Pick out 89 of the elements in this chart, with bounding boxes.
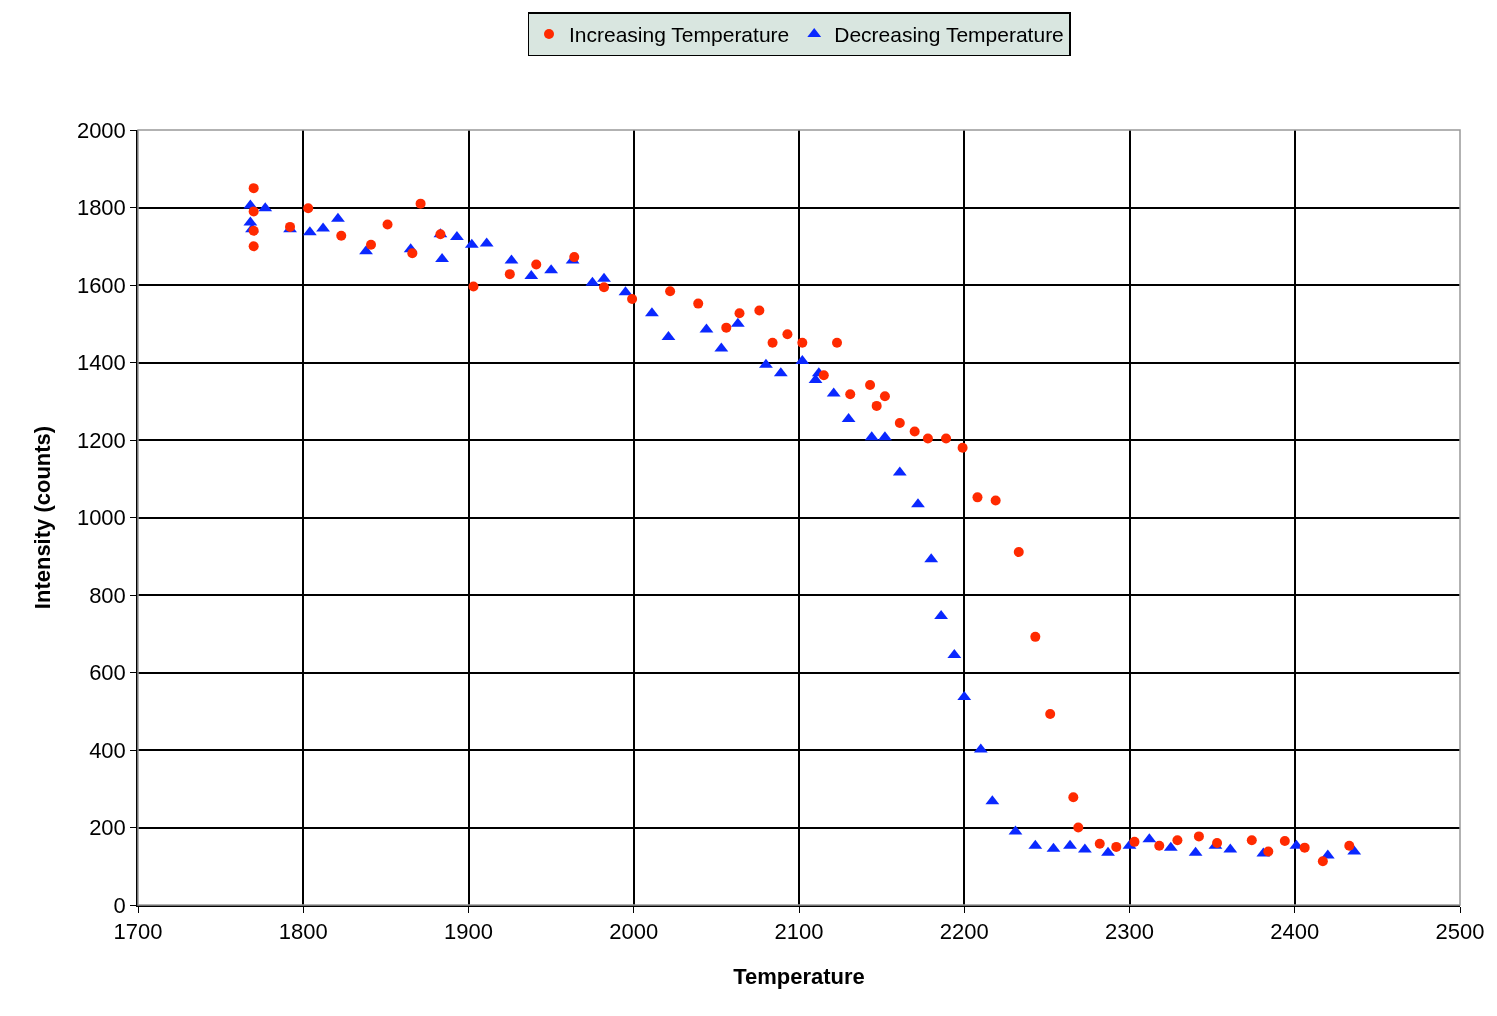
point xyxy=(359,245,373,255)
point xyxy=(415,198,426,209)
point xyxy=(1317,856,1328,867)
point xyxy=(531,259,542,270)
legend-label: Decreasing Temperature xyxy=(834,23,1064,47)
y-tick-label: 800 xyxy=(89,582,126,608)
point xyxy=(782,329,793,340)
x-tick-label: 2100 xyxy=(774,919,824,945)
y-tick-label: 1200 xyxy=(76,427,126,453)
point xyxy=(865,379,876,390)
x-tick-label: 2300 xyxy=(1105,919,1154,945)
point xyxy=(1094,838,1105,849)
point xyxy=(1172,835,1183,846)
point xyxy=(972,492,983,503)
y-tick-label: 2000 xyxy=(76,117,126,143)
point xyxy=(468,281,479,292)
point xyxy=(878,431,892,441)
point xyxy=(879,391,890,402)
point xyxy=(767,337,778,348)
y-tick-label: 0 xyxy=(113,892,126,918)
point xyxy=(911,498,925,508)
point xyxy=(331,212,345,222)
point xyxy=(1111,841,1122,852)
point xyxy=(734,308,745,319)
y-tick-label: 1000 xyxy=(76,505,126,531)
point xyxy=(1246,835,1257,846)
x-tick-label: 1800 xyxy=(278,919,328,945)
x-tick-label: 2400 xyxy=(1270,919,1320,945)
point xyxy=(941,433,952,444)
point xyxy=(871,400,882,411)
point xyxy=(1101,846,1115,856)
point xyxy=(627,293,638,304)
y-tick-label: 200 xyxy=(89,815,126,841)
y-tick-label: 600 xyxy=(89,660,126,686)
point xyxy=(957,442,968,453)
x-tick-label: 2000 xyxy=(609,919,659,945)
point xyxy=(1063,839,1077,849)
point xyxy=(366,239,376,250)
point xyxy=(407,248,418,259)
point xyxy=(1045,708,1056,719)
point xyxy=(909,426,920,437)
point xyxy=(1030,631,1041,642)
point xyxy=(1068,792,1079,803)
point xyxy=(1013,546,1024,557)
x-tick-label: 1900 xyxy=(444,919,493,945)
y-tick-label: 1400 xyxy=(76,350,126,376)
x-tick-label: 1700 xyxy=(113,919,163,945)
point xyxy=(990,495,1001,506)
point xyxy=(693,298,704,309)
point xyxy=(435,253,449,263)
point xyxy=(248,183,259,194)
x-tick-label: 2500 xyxy=(1435,919,1485,945)
point xyxy=(818,370,829,381)
point xyxy=(1299,842,1310,853)
point xyxy=(645,307,659,317)
point xyxy=(922,433,933,444)
y-tick-label: 400 xyxy=(89,737,126,763)
point xyxy=(1193,831,1204,842)
point xyxy=(754,305,765,316)
point xyxy=(759,358,773,368)
point xyxy=(248,206,259,217)
point xyxy=(1279,836,1290,847)
point xyxy=(1212,838,1223,848)
point xyxy=(569,252,580,263)
point xyxy=(504,269,515,280)
x-tick-label: 2200 xyxy=(939,919,989,945)
y-axis-title: Intensity (counts) xyxy=(30,425,56,610)
point xyxy=(336,230,347,241)
point xyxy=(894,417,905,428)
legend-label: Increasing Temperature xyxy=(569,23,790,47)
point xyxy=(797,337,808,348)
point xyxy=(597,272,611,282)
point xyxy=(1344,840,1355,851)
point xyxy=(721,322,732,333)
point xyxy=(1129,836,1140,847)
point xyxy=(1263,846,1274,857)
point xyxy=(248,241,259,252)
point xyxy=(599,282,610,293)
point xyxy=(845,389,856,400)
point xyxy=(382,219,393,230)
point xyxy=(1073,822,1084,833)
point xyxy=(1154,840,1165,851)
y-tick-label: 1800 xyxy=(76,195,126,221)
x-axis-title: Temperature xyxy=(733,963,865,989)
point xyxy=(450,230,464,240)
y-tick-label: 1600 xyxy=(76,272,126,298)
point xyxy=(665,286,676,297)
point xyxy=(303,203,314,214)
point xyxy=(832,337,843,348)
